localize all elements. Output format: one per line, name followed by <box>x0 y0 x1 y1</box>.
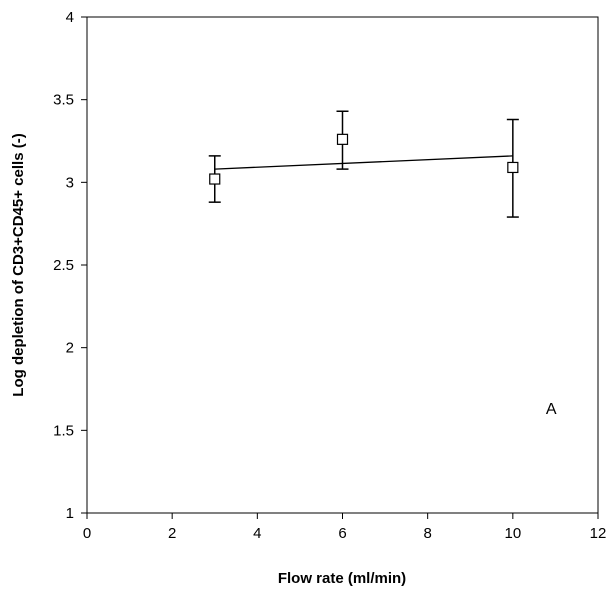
annotations-group: A <box>546 401 557 418</box>
x-tick-label: 10 <box>504 525 521 542</box>
x-axis-title: Flow rate (ml/min) <box>278 570 406 587</box>
y-tick-label: 3.5 <box>53 92 74 109</box>
trendline-group <box>214 155 513 170</box>
plot-area <box>86 16 599 514</box>
y-tick-label: 2.5 <box>53 257 74 274</box>
x-tick-label: 4 <box>253 525 261 542</box>
x-tick-label: 6 <box>338 525 346 542</box>
y-tick-label: 4 <box>66 9 74 26</box>
x-tick-label: 0 <box>83 525 91 542</box>
data-point-marker <box>336 133 349 145</box>
x-axis-ticks: 0 2 4 6 8 10 12 <box>83 513 607 542</box>
panel-label: A <box>546 401 557 418</box>
data-point-marker <box>507 161 519 174</box>
markers-group <box>209 133 519 185</box>
trendline <box>214 155 513 170</box>
x-tick-label: 2 <box>168 525 176 542</box>
data-point-marker <box>209 173 221 185</box>
y-tick-label: 2 <box>66 340 74 357</box>
x-tick-label: 12 <box>590 525 607 542</box>
x-tick-label: 8 <box>423 525 431 542</box>
y-tick-label: 1 <box>66 505 74 522</box>
y-axis-title: Log depletion of CD3+CD45+ cells (-) <box>10 133 27 396</box>
y-tick-label: 1.5 <box>53 422 74 439</box>
y-tick-label: 3 <box>66 174 74 191</box>
y-axis-ticks: 1 1.5 2 2.5 3 3.5 4 <box>53 9 87 522</box>
